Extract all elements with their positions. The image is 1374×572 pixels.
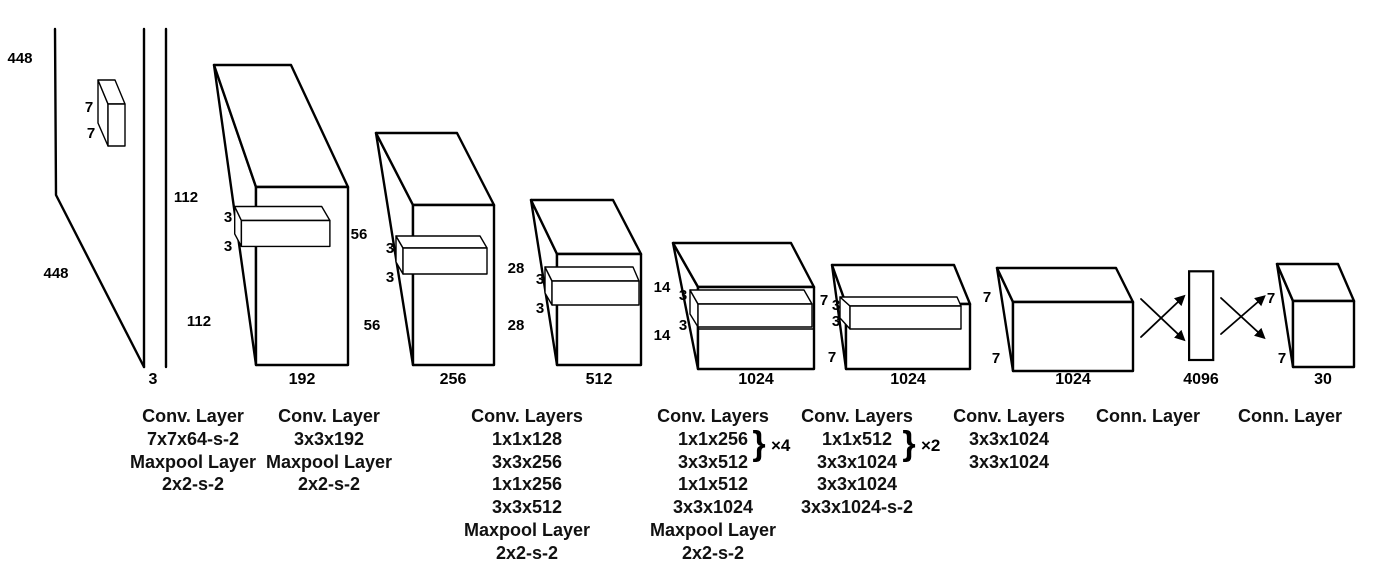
svg-text:3: 3 — [832, 297, 840, 314]
svg-text:3: 3 — [224, 238, 232, 255]
svg-text:56: 56 — [364, 317, 381, 334]
svg-text:7: 7 — [1267, 290, 1275, 307]
svg-text:3: 3 — [536, 271, 544, 288]
svg-text:56: 56 — [351, 226, 368, 243]
svg-text:3: 3 — [832, 313, 840, 330]
svg-text:3: 3 — [224, 209, 232, 226]
svg-text:3: 3 — [679, 317, 687, 334]
svg-text:7: 7 — [1278, 350, 1286, 367]
svg-text:3: 3 — [386, 269, 394, 286]
svg-text:28: 28 — [508, 317, 525, 334]
svg-text:448: 448 — [7, 50, 32, 67]
svg-text:112: 112 — [187, 313, 211, 330]
svg-text:1024: 1024 — [890, 371, 926, 388]
svg-text:3: 3 — [679, 287, 687, 304]
svg-text:512: 512 — [586, 371, 613, 388]
svg-text:4096: 4096 — [1183, 371, 1219, 388]
svg-text:7: 7 — [87, 125, 95, 142]
svg-text:3: 3 — [536, 300, 544, 317]
svg-text:14: 14 — [654, 279, 671, 296]
svg-text:7: 7 — [983, 289, 991, 306]
svg-text:7: 7 — [992, 350, 1000, 367]
svg-text:30: 30 — [1314, 371, 1332, 388]
svg-text:7: 7 — [828, 349, 836, 366]
svg-text:1024: 1024 — [738, 371, 774, 388]
svg-text:7: 7 — [820, 292, 828, 309]
svg-text:14: 14 — [654, 327, 671, 344]
svg-text:1024: 1024 — [1055, 371, 1091, 388]
svg-text:448: 448 — [43, 265, 68, 282]
svg-text:192: 192 — [289, 371, 316, 388]
svg-text:7: 7 — [85, 99, 93, 116]
svg-text:3: 3 — [386, 240, 394, 257]
svg-text:3: 3 — [149, 371, 158, 388]
svg-text:112: 112 — [174, 189, 198, 206]
svg-text:28: 28 — [508, 260, 525, 277]
svg-text:256: 256 — [440, 371, 467, 388]
